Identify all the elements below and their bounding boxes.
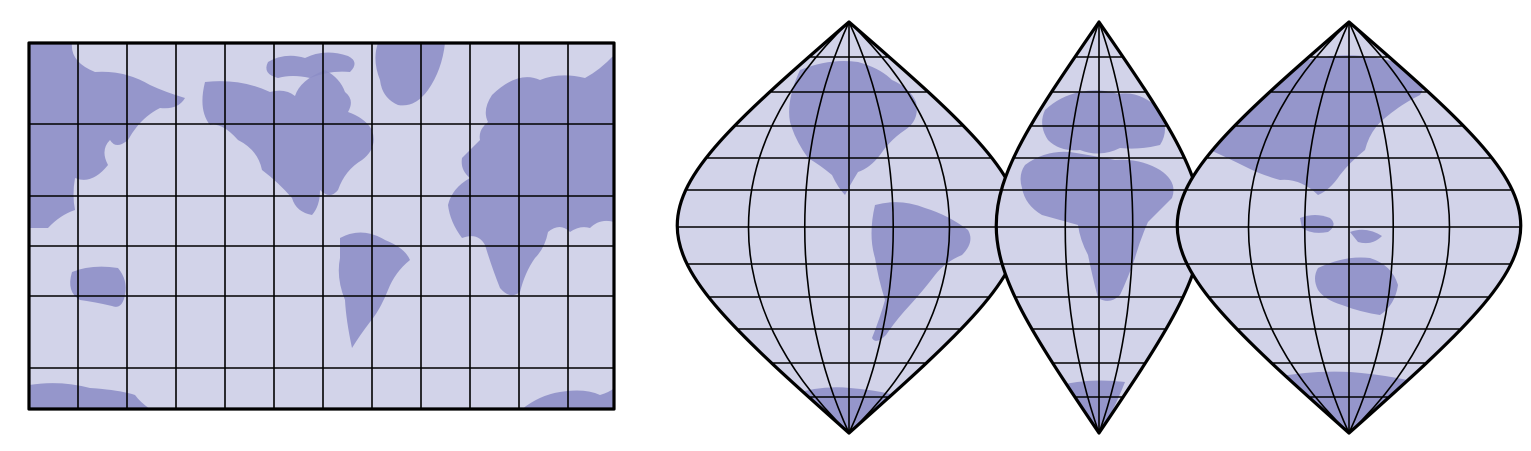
rectangular-graticule xyxy=(29,43,614,409)
landmass-greenland xyxy=(375,43,445,106)
lobe-asia-australia-outline xyxy=(1175,20,1523,435)
landmass-arctic-islands xyxy=(266,52,355,78)
lobe-americas-outline xyxy=(675,20,1023,435)
landmass-antarctica-left xyxy=(29,383,150,409)
landmass-new-guinea xyxy=(1350,229,1382,244)
rectangular-map-landmasses xyxy=(29,43,614,409)
lobe-asia-australia xyxy=(1175,20,1523,435)
landmass-europe xyxy=(1042,90,1165,154)
rectangular-map-frame xyxy=(27,41,616,411)
landmass-australia xyxy=(1315,257,1398,315)
lobe-europe-africa-outline xyxy=(994,20,1204,435)
landmass-southeast-asia xyxy=(1300,215,1334,233)
landmass-eurasia-africa xyxy=(448,55,614,296)
landmass-antarctica xyxy=(1060,380,1125,433)
landmass-north-america xyxy=(789,61,917,195)
landmass-north-america xyxy=(202,70,374,215)
rectangular-world-map xyxy=(27,41,616,411)
landmass-south-america xyxy=(871,202,971,341)
interrupted-world-map xyxy=(675,20,1523,435)
landmass-east-asia-left xyxy=(29,43,185,228)
landmass-south-america xyxy=(338,232,410,348)
